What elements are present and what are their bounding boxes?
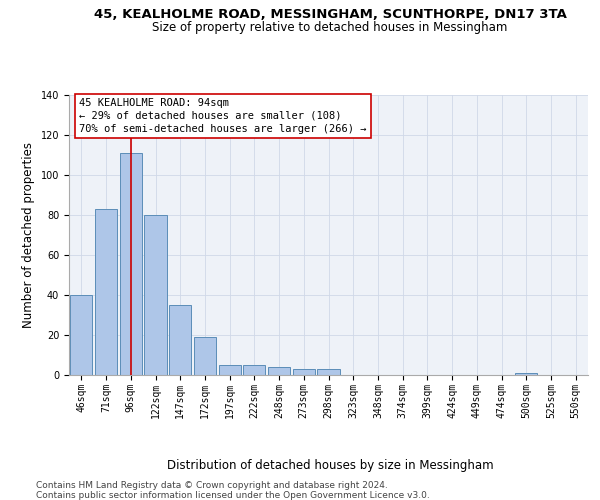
Bar <box>70 295 92 375</box>
Text: Size of property relative to detached houses in Messingham: Size of property relative to detached ho… <box>152 21 508 34</box>
Bar <box>293 369 315 375</box>
Text: Distribution of detached houses by size in Messingham: Distribution of detached houses by size … <box>167 460 493 472</box>
Bar <box>243 365 265 375</box>
Bar <box>515 373 538 375</box>
Bar <box>169 305 191 375</box>
Y-axis label: Number of detached properties: Number of detached properties <box>22 142 35 328</box>
Text: 45, KEALHOLME ROAD, MESSINGHAM, SCUNTHORPE, DN17 3TA: 45, KEALHOLME ROAD, MESSINGHAM, SCUNTHOR… <box>94 8 566 20</box>
Bar <box>119 153 142 375</box>
Bar <box>317 369 340 375</box>
Bar <box>218 365 241 375</box>
Bar <box>95 209 117 375</box>
Bar <box>194 337 216 375</box>
Bar <box>268 367 290 375</box>
Text: Contains HM Land Registry data © Crown copyright and database right 2024.
Contai: Contains HM Land Registry data © Crown c… <box>36 481 430 500</box>
Bar <box>145 215 167 375</box>
Text: 45 KEALHOLME ROAD: 94sqm
← 29% of detached houses are smaller (108)
70% of semi-: 45 KEALHOLME ROAD: 94sqm ← 29% of detach… <box>79 98 367 134</box>
